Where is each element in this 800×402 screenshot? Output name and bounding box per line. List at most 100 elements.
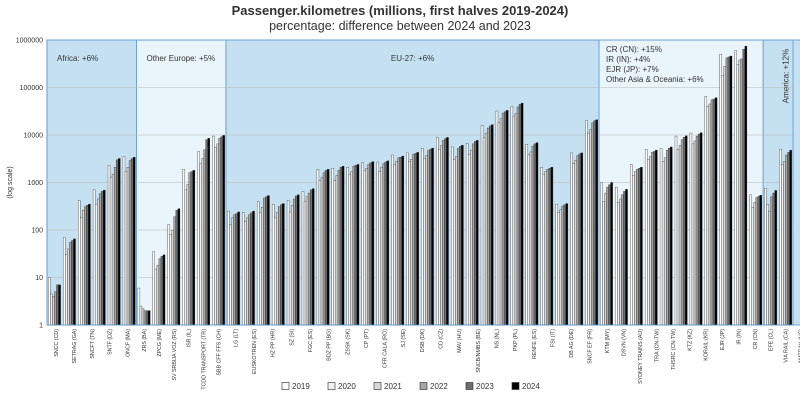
- bar: [305, 196, 309, 326]
- bar: [113, 167, 117, 326]
- bar: [214, 147, 217, 326]
- bar: [706, 106, 710, 326]
- bar: [156, 265, 160, 326]
- bar: [514, 113, 518, 326]
- y-tick-label: 10000: [24, 133, 44, 140]
- bar: [542, 173, 545, 326]
- bar: [158, 258, 162, 326]
- x-tick-label: ZPCG (ME): [157, 329, 163, 357]
- bar: [118, 158, 121, 326]
- bar: [632, 175, 635, 326]
- bar: [414, 153, 417, 326]
- bar: [386, 160, 389, 326]
- bar: [274, 217, 277, 326]
- bar: [649, 156, 652, 326]
- bar: [365, 168, 368, 326]
- bar: [634, 171, 637, 326]
- legend-swatch: [511, 382, 520, 390]
- bar: [734, 50, 737, 326]
- bar: [199, 163, 202, 326]
- bar: [177, 208, 181, 326]
- x-tick-label: DB AG (DE): [569, 329, 575, 358]
- bar: [162, 254, 166, 326]
- bar: [143, 310, 147, 326]
- bar: [548, 168, 552, 326]
- bar: [774, 190, 777, 326]
- bar: [666, 149, 669, 326]
- legend-label: 2024: [522, 382, 540, 391]
- bar: [476, 140, 479, 326]
- bar: [78, 200, 81, 326]
- bar: [486, 127, 490, 326]
- bar: [267, 195, 270, 326]
- bar: [401, 155, 404, 326]
- bar: [318, 180, 322, 326]
- bar: [242, 212, 245, 326]
- bar: [97, 198, 100, 326]
- bar: [501, 112, 505, 326]
- bar: [295, 195, 298, 326]
- bar: [615, 186, 618, 326]
- bar: [248, 214, 251, 326]
- bar: [107, 165, 111, 326]
- bar: [785, 154, 788, 326]
- y-tick-label: 100000: [20, 85, 43, 92]
- bar: [742, 49, 746, 326]
- bar: [312, 188, 315, 326]
- bar: [427, 150, 430, 326]
- bar: [201, 158, 204, 326]
- bar: [203, 149, 206, 326]
- region-label: America: +12%: [782, 49, 791, 103]
- x-tick-label: CR (CN): [753, 329, 759, 350]
- bar: [465, 143, 469, 326]
- bar: [704, 96, 708, 326]
- bar: [708, 103, 712, 326]
- x-tick-label: IR (IN): [737, 329, 743, 345]
- bar: [147, 310, 151, 326]
- bar: [484, 132, 488, 326]
- bar: [625, 189, 628, 326]
- bar: [371, 161, 375, 326]
- bar: [533, 143, 537, 326]
- bar: [691, 143, 695, 326]
- bar: [764, 188, 767, 326]
- bar: [309, 189, 313, 326]
- bar: [608, 184, 611, 326]
- region-label: Africa: +6%: [57, 54, 98, 63]
- x-tick-label: ZSSK (SK): [345, 329, 351, 355]
- bar: [559, 209, 562, 326]
- bar: [617, 202, 620, 326]
- chart-title: Passenger.kilometres (millions, first ha…: [231, 3, 569, 18]
- bar: [99, 193, 102, 326]
- plot-frame: [46, 39, 794, 326]
- bar: [54, 291, 57, 326]
- bar: [593, 120, 596, 326]
- bar: [88, 203, 91, 326]
- bar: [757, 196, 760, 326]
- bar: [647, 159, 650, 326]
- bar: [440, 145, 443, 326]
- bar: [297, 194, 300, 326]
- bar: [124, 171, 128, 326]
- x-tick-label: THSRC (CN-TW): [671, 329, 677, 370]
- bar: [393, 164, 396, 326]
- bar: [725, 57, 729, 326]
- x-tick-label: HZ PP (HR): [271, 329, 277, 357]
- bar: [257, 201, 260, 326]
- x-tick-label: KORAIL (KR): [704, 329, 710, 361]
- bar: [429, 149, 432, 326]
- bar: [128, 160, 132, 326]
- x-tick-label: TRA (CN-TW): [654, 329, 660, 362]
- x-tick-label: RENFE (ES): [532, 329, 538, 359]
- x-tick-label: EJR (JP): [720, 329, 726, 350]
- bar: [376, 161, 379, 326]
- x-tick-label: TCDD TRANSPORT (TR): [202, 329, 208, 390]
- bar: [391, 154, 394, 326]
- bar: [378, 171, 381, 326]
- bar: [259, 212, 262, 326]
- legend-swatch: [465, 382, 474, 390]
- bar: [474, 141, 477, 326]
- bar: [685, 135, 688, 326]
- bar: [252, 210, 255, 326]
- y-tick-label: 1: [39, 323, 43, 330]
